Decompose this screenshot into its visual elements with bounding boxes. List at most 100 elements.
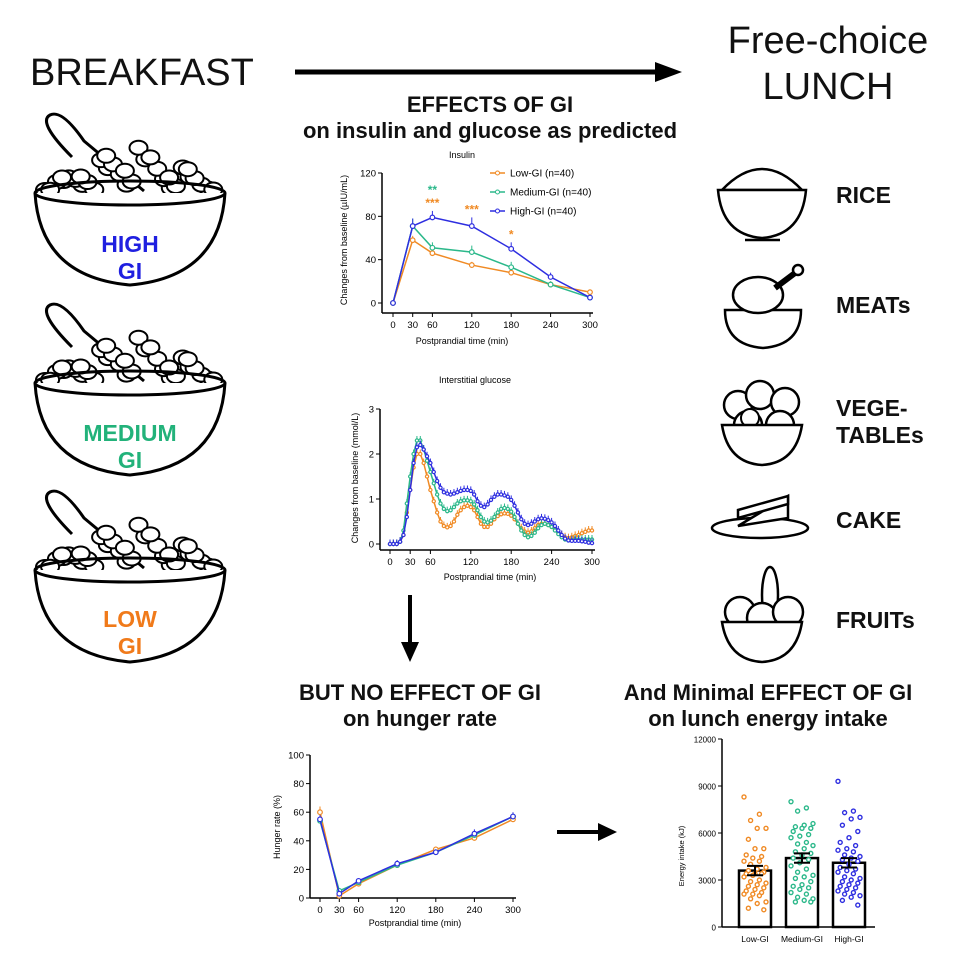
data-point bbox=[801, 897, 807, 904]
bone bbox=[773, 270, 797, 291]
data-point bbox=[429, 214, 436, 221]
series-medium bbox=[317, 813, 516, 894]
data-point bbox=[434, 510, 440, 515]
data-point bbox=[839, 822, 846, 828]
data-point bbox=[495, 510, 500, 515]
data-point bbox=[532, 530, 537, 535]
hunger-heading: BUT NO EFFECT OF GI on hunger rate bbox=[220, 680, 620, 732]
data-point bbox=[857, 875, 863, 882]
data-point bbox=[441, 523, 447, 529]
data-point bbox=[857, 892, 863, 899]
data-point bbox=[355, 877, 362, 884]
series-high bbox=[317, 812, 516, 897]
data-point bbox=[805, 856, 812, 863]
data-point bbox=[797, 833, 803, 839]
cake-top bbox=[736, 494, 790, 520]
data-point bbox=[478, 503, 484, 508]
data-point bbox=[498, 506, 504, 512]
data-point bbox=[539, 522, 544, 528]
data-point bbox=[586, 528, 591, 533]
heading-line: And Minimal EFFECT OF GI bbox=[623, 680, 913, 705]
error-bar bbox=[747, 864, 763, 877]
data-point bbox=[409, 223, 416, 229]
x-tick-label: 60 bbox=[425, 557, 436, 568]
x-tick-label: 240 bbox=[544, 557, 560, 568]
data-point bbox=[572, 538, 578, 544]
data-point bbox=[508, 264, 515, 271]
charts: 0 30 60 120 180 240 30004080120InsulinPostpran… bbox=[272, 150, 875, 944]
data-point bbox=[857, 814, 863, 821]
data-point bbox=[801, 845, 807, 852]
predicted-effects-heading: EFFECTS OF GI on insulin and glucose as … bbox=[240, 92, 740, 144]
cereal-piece bbox=[114, 539, 135, 556]
data-point bbox=[458, 508, 463, 513]
data-point bbox=[482, 519, 487, 524]
data-point bbox=[475, 499, 480, 504]
lunch-title: Free-choice LUNCH bbox=[720, 18, 936, 110]
data-point bbox=[852, 842, 859, 849]
x-tick-label: 180 bbox=[503, 557, 519, 568]
significance-marker: ** bbox=[428, 183, 438, 197]
down-arrow bbox=[401, 595, 419, 662]
data-point bbox=[841, 891, 848, 897]
lunch-foods bbox=[710, 167, 810, 664]
data-point bbox=[792, 824, 799, 830]
data-point bbox=[750, 891, 756, 897]
x-tick-label: 120 bbox=[389, 905, 405, 916]
data-point bbox=[438, 501, 443, 506]
data-point bbox=[758, 853, 765, 860]
x-tick-label: 120 bbox=[463, 557, 479, 568]
data-point bbox=[743, 852, 749, 858]
cereal-piece bbox=[96, 147, 117, 164]
data-point bbox=[549, 520, 554, 525]
data-point bbox=[745, 836, 752, 842]
cereal-piece bbox=[177, 351, 198, 368]
data-point bbox=[418, 442, 423, 448]
data-point bbox=[471, 830, 478, 837]
lunch-title-line2: LUNCH bbox=[762, 66, 894, 108]
data-point bbox=[559, 532, 564, 538]
cereal-piece bbox=[96, 524, 117, 541]
series-medium bbox=[390, 218, 593, 306]
x-tick-label: 120 bbox=[464, 320, 480, 331]
data-point bbox=[448, 492, 453, 497]
y-tick-label: 80 bbox=[293, 779, 304, 790]
data-point bbox=[805, 885, 812, 891]
y-tick-label: 80 bbox=[365, 212, 376, 223]
data-point bbox=[839, 897, 846, 904]
series-line-low bbox=[319, 812, 514, 898]
y-tick-label: 12000 bbox=[694, 736, 717, 745]
data-point bbox=[408, 487, 413, 493]
data-point bbox=[498, 492, 504, 497]
y-tick-label: 6000 bbox=[698, 830, 716, 839]
data-point bbox=[485, 524, 490, 530]
data-point bbox=[803, 839, 810, 846]
cereal-piece bbox=[96, 337, 117, 354]
data-point bbox=[837, 839, 843, 846]
cereal-piece bbox=[114, 352, 135, 369]
data-point bbox=[512, 514, 517, 520]
data-point bbox=[505, 494, 511, 499]
data-point bbox=[418, 451, 423, 457]
data-point bbox=[848, 816, 854, 822]
data-point bbox=[794, 894, 801, 900]
data-point bbox=[763, 899, 769, 905]
data-point bbox=[835, 888, 841, 894]
y-tick-label: 3000 bbox=[698, 877, 716, 886]
data-point bbox=[850, 889, 857, 896]
x-tick-label: 300 bbox=[584, 557, 600, 568]
data-point bbox=[566, 538, 571, 543]
data-point bbox=[546, 522, 551, 528]
broccoli-floret bbox=[744, 379, 776, 411]
data-point bbox=[455, 501, 460, 506]
bowl-body bbox=[33, 382, 227, 477]
food-label-fruits: FRUITs bbox=[836, 607, 915, 633]
energy-chart: 0 3000 6000 9000 12000 Energy intake (kJ) Low-… bbox=[677, 736, 875, 944]
energy-heading: And Minimal EFFECT OF GI on lunch energy… bbox=[568, 680, 960, 732]
data-point bbox=[434, 478, 440, 484]
data-point bbox=[508, 245, 515, 252]
data-point bbox=[741, 858, 747, 864]
cereal-piece bbox=[128, 139, 149, 156]
y-tick-label: 0 bbox=[712, 924, 717, 933]
